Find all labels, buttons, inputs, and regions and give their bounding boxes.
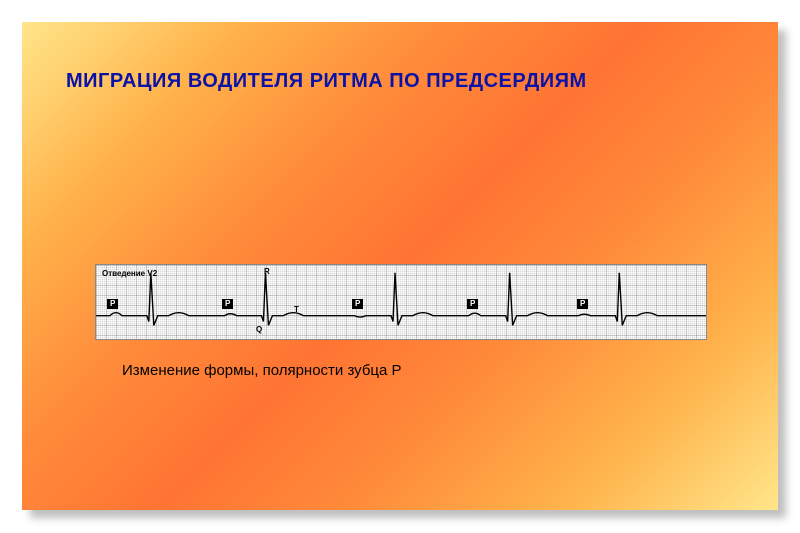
r-wave-label: R <box>264 267 270 276</box>
slide: МИГРАЦИЯ ВОДИТЕЛЯ РИТМА ПО ПРЕДСЕРДИЯМ О… <box>22 22 778 510</box>
slide-title: МИГРАЦИЯ ВОДИТЕЛЯ РИТМА ПО ПРЕДСЕРДИЯМ <box>66 70 587 93</box>
p-wave-marker: P <box>222 299 233 309</box>
p-wave-marker: P <box>107 299 118 309</box>
ecg-strip: Отведение V2 PPPPPRQT <box>95 264 707 340</box>
p-wave-marker: P <box>577 299 588 309</box>
p-wave-marker: P <box>467 299 478 309</box>
ecg-trace <box>96 265 706 339</box>
t-wave-label: T <box>294 305 299 314</box>
p-wave-marker: P <box>352 299 363 309</box>
q-wave-label: Q <box>256 325 262 334</box>
slide-caption: Изменение формы, полярности зубца Р <box>122 362 402 379</box>
